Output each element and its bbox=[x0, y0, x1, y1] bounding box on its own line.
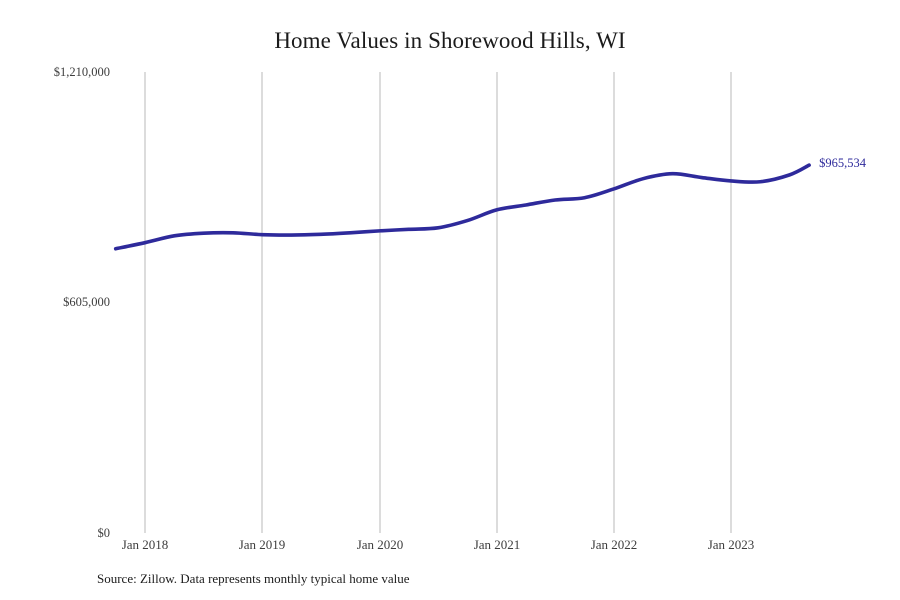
x-axis-tick-jan-2019: Jan 2019 bbox=[238, 537, 286, 552]
y-axis-tick-top: $1,210,000 bbox=[53, 65, 110, 79]
chart-title: Home Values in Shorewood Hills, WI bbox=[274, 28, 626, 53]
source-note: Source: Zillow. Data represents monthly … bbox=[97, 571, 410, 586]
x-axis-tick-jan-2020: Jan 2020 bbox=[356, 537, 404, 552]
x-axis-tick-jan-2022: Jan 2022 bbox=[590, 537, 638, 552]
end-value-annotation: $965,534 bbox=[819, 156, 866, 171]
x-axis-tick-jan-2018: Jan 2018 bbox=[121, 537, 169, 552]
x-axis-tick-jan-2021: Jan 2021 bbox=[473, 537, 521, 552]
x-axis-tick-jan-2023: Jan 2023 bbox=[707, 537, 755, 552]
data-line-typical-home-value bbox=[113, 163, 811, 251]
gridlines bbox=[144, 72, 732, 533]
y-axis-tick-middle: $605,000 bbox=[63, 295, 110, 309]
y-axis-tick-bottom: $0 bbox=[97, 526, 111, 540]
